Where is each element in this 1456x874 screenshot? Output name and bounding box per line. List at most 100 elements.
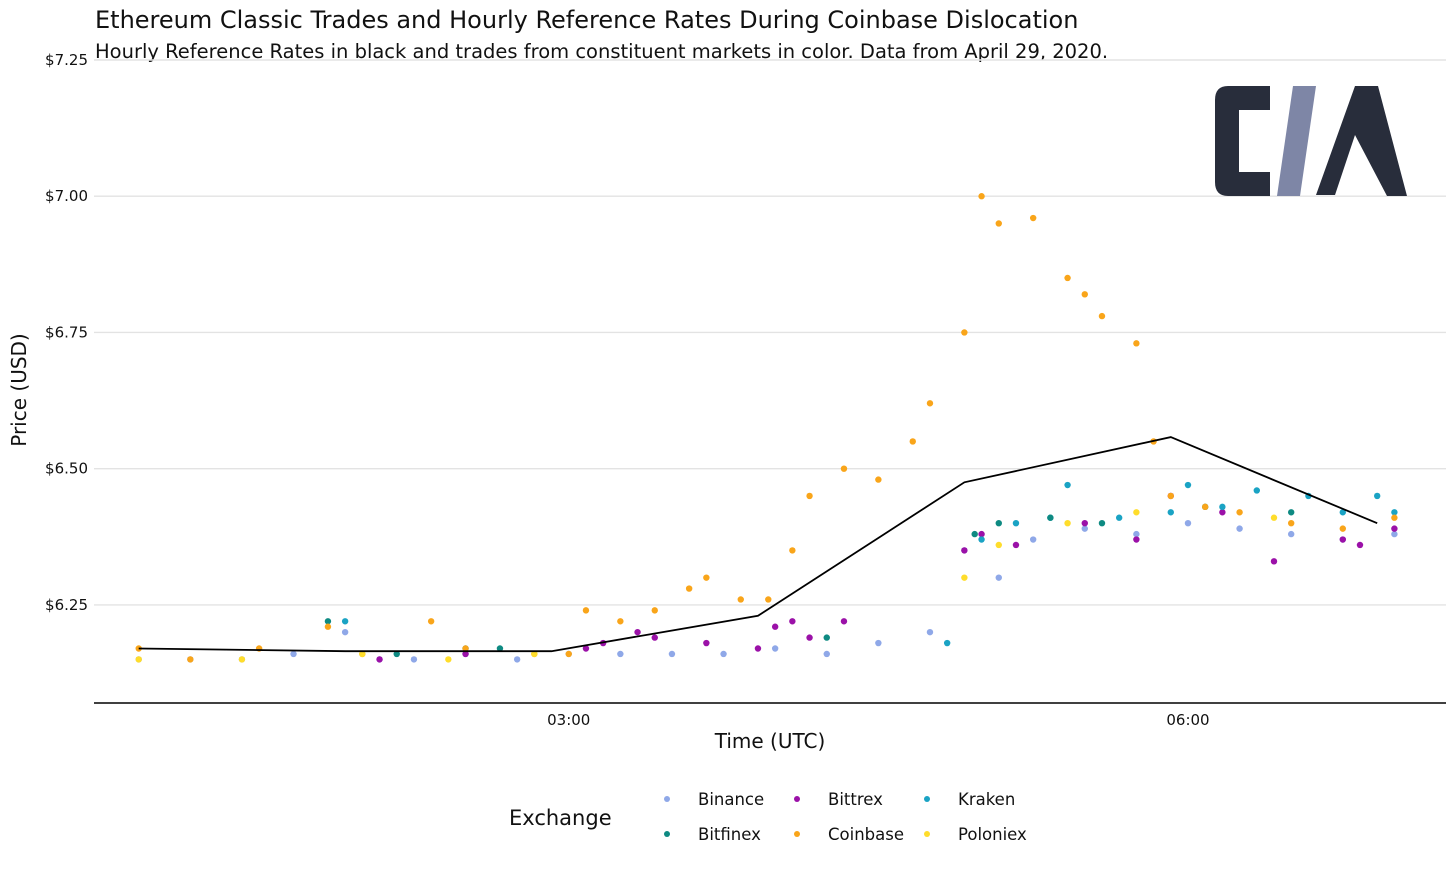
binance-point bbox=[1236, 525, 1243, 532]
coinbase-point bbox=[806, 492, 813, 500]
bittrex-point bbox=[1219, 509, 1226, 516]
kraken-point bbox=[1219, 503, 1226, 511]
bittrex-point bbox=[978, 530, 985, 538]
kraken-point bbox=[1253, 487, 1260, 494]
logo-text: CM bbox=[1310, 149, 1312, 151]
bittrex-point bbox=[806, 634, 813, 641]
bittrex-point bbox=[1081, 519, 1088, 527]
binance-point bbox=[720, 650, 727, 658]
coinbase-point bbox=[1391, 514, 1398, 521]
poloniex-point bbox=[359, 650, 366, 658]
bittrex-point bbox=[703, 639, 710, 647]
kraken-point bbox=[1012, 519, 1020, 527]
coinbase-point bbox=[427, 618, 435, 625]
gridlines bbox=[94, 59, 1446, 606]
series-coinbase bbox=[135, 193, 1398, 663]
kraken-point bbox=[341, 618, 349, 625]
coinbase-point bbox=[565, 650, 572, 658]
binance-point bbox=[771, 645, 779, 652]
legend-label-bittrex: Bittrex bbox=[828, 790, 883, 809]
bittrex-point bbox=[634, 628, 641, 636]
poloniex-point bbox=[445, 656, 452, 663]
bitfinex-point bbox=[496, 645, 504, 652]
bitfinex-point bbox=[971, 530, 978, 538]
coinbase-point bbox=[1287, 519, 1295, 527]
coinbase-point bbox=[1201, 503, 1209, 511]
series-bitfinex bbox=[324, 503, 1295, 658]
binance-point bbox=[513, 656, 521, 663]
coinbase-point bbox=[703, 574, 710, 581]
binance-point bbox=[1133, 530, 1140, 538]
legend-key-poloniex bbox=[924, 831, 930, 837]
coinbase-point bbox=[617, 618, 624, 625]
poloniex-point bbox=[1064, 519, 1071, 527]
chart-title: Ethereum Classic Trades and Hourly Refer… bbox=[95, 6, 1079, 34]
kraken-point bbox=[943, 639, 951, 647]
coinbase-point bbox=[1029, 214, 1037, 222]
kraken-point bbox=[1373, 492, 1381, 500]
binance-point bbox=[1029, 536, 1037, 543]
kraken-point bbox=[1167, 509, 1174, 516]
coinbase-point bbox=[926, 400, 934, 407]
binance-point bbox=[926, 628, 934, 636]
bittrex-point bbox=[1356, 541, 1364, 549]
legend-key-binance bbox=[664, 796, 670, 802]
bittrex-point bbox=[462, 650, 469, 658]
binance-point bbox=[410, 656, 418, 663]
kraken-point bbox=[978, 536, 985, 543]
kraken-point bbox=[1339, 509, 1346, 516]
legend: Exchange Binance Bittrex Kraken Bitfinex Coi… bbox=[509, 790, 1027, 844]
legend-label-poloniex: Poloniex bbox=[958, 825, 1027, 844]
coinbase-point bbox=[1236, 509, 1243, 516]
poloniex-point bbox=[1270, 514, 1278, 521]
legend-key-coinbase bbox=[794, 831, 800, 837]
bittrex-point bbox=[651, 634, 658, 641]
binance-point bbox=[341, 628, 349, 636]
kraken-point bbox=[1184, 481, 1192, 489]
series-kraken bbox=[341, 481, 1398, 652]
coinbase-point bbox=[995, 220, 1002, 227]
bittrex-point bbox=[1270, 558, 1278, 565]
trade-points bbox=[135, 193, 1398, 663]
y-axis-title: Price (USD) bbox=[7, 333, 31, 447]
bittrex-point bbox=[840, 618, 848, 625]
chart-subtitle: Hourly Reference Rates in black and trad… bbox=[95, 40, 1109, 63]
x-axis-ticks: 03:00 06:00 bbox=[547, 711, 1209, 729]
binance-point bbox=[823, 650, 830, 658]
coinbase-point bbox=[1167, 492, 1174, 500]
x-tick-label: 03:00 bbox=[547, 711, 590, 729]
bitfinex-point bbox=[823, 634, 830, 641]
legend-key-kraken bbox=[924, 796, 930, 802]
binance-point bbox=[1391, 530, 1398, 538]
coinbase-point bbox=[462, 645, 469, 652]
binance-point bbox=[995, 574, 1002, 581]
bittrex-point bbox=[376, 656, 383, 663]
coinbase-point bbox=[1081, 291, 1088, 298]
legend-label-coinbase: Coinbase bbox=[828, 825, 904, 844]
coinbase-point bbox=[765, 596, 772, 603]
logo-slash-shape bbox=[1277, 86, 1316, 196]
reference-rate-line-group bbox=[138, 436, 1378, 653]
kraken-point bbox=[1115, 514, 1123, 521]
poloniex-point bbox=[995, 541, 1002, 549]
poloniex-point bbox=[531, 650, 538, 658]
poloniex-point bbox=[135, 656, 142, 663]
coinbase-point bbox=[582, 607, 590, 614]
binance-point bbox=[290, 650, 297, 658]
x-axis-title: Time (UTC) bbox=[714, 729, 826, 753]
coinbase-point bbox=[685, 585, 693, 592]
series-binance bbox=[135, 519, 1398, 663]
y-axis-ticks: $6.25 $6.50 $6.75 $7.00 $7.25 bbox=[45, 51, 88, 614]
x-tick-label: 06:00 bbox=[1166, 711, 1209, 729]
coinbase-point bbox=[651, 607, 658, 614]
coinbase-point bbox=[324, 623, 332, 630]
poloniex-point bbox=[1133, 509, 1140, 516]
reference-rate-line bbox=[138, 436, 1378, 653]
bitfinex-point bbox=[393, 650, 400, 658]
legend-label-bitfinex: Bitfinex bbox=[698, 825, 761, 844]
bittrex-point bbox=[789, 618, 796, 625]
y-tick-label: $6.75 bbox=[45, 323, 88, 341]
coinbase-point bbox=[840, 465, 848, 472]
coinbase-point bbox=[909, 438, 916, 445]
